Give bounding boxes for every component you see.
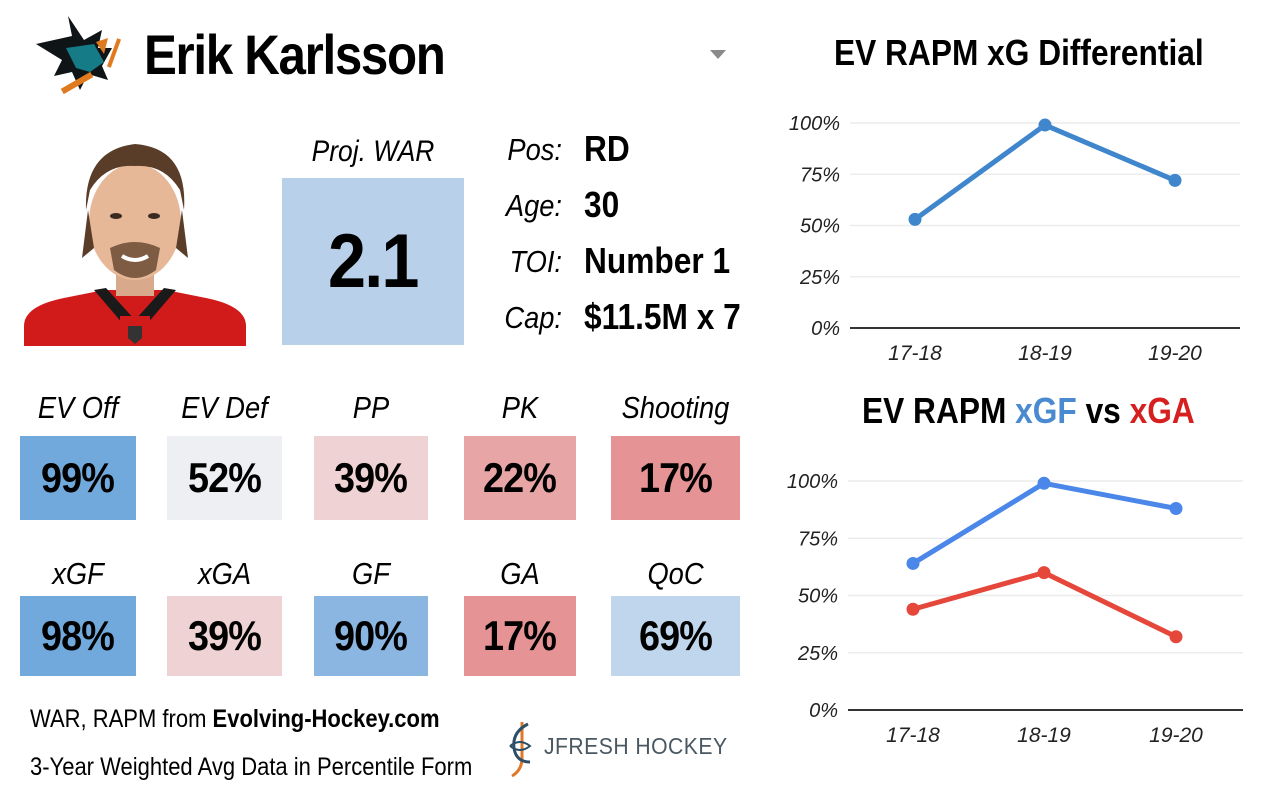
stat-value: 39% [188,612,262,659]
stat-label: EV Def [181,390,268,425]
stat-tile: 17% [611,436,740,520]
stat-label: xGA [197,556,252,591]
proj-war-label: Proj. WAR [311,135,435,168]
chart-2-title-mid: vs [1076,390,1130,431]
y-tick-label: 75% [798,528,838,550]
proj-war-value: 2.1 [328,219,419,304]
stat-tile: 99% [20,436,136,520]
source-site-link[interactable]: Evolving-Hockey.com [212,705,440,733]
stat-label: PP [352,390,390,425]
chart-2-title: EV RAPM xGF vs xGA [862,390,1195,432]
player-name: Erik Karlsson [144,23,446,86]
player-photo [24,130,246,346]
stat-value: 90% [334,612,409,659]
sharks-logo-icon [36,16,122,95]
proj-war-box: 2.1 [282,178,464,345]
chart-1-xg-differential: 0% 25% 50% 75% 100% 17-18 18-19 19-20 [789,113,1240,365]
stat-label: xGF [52,556,104,591]
x-tick-label: 17-18 [888,342,942,365]
stat-label: QoC [647,556,704,591]
data-point [906,556,920,570]
brand-name: JFRESH HOCKEY [544,733,728,759]
chart-2-xgf-vs-xga: 0% 25% 50% 75% 100% 17-18 18-19 19-20 [787,471,1243,747]
stat-label: Shooting [621,390,730,425]
chart-1-title: EV RAPM xG Differential [834,32,1204,73]
info-value: $11.5M x 7 [584,296,741,337]
stat-label: EV Off [37,390,119,425]
stat-value: 22% [483,454,558,501]
stat-value: 17% [483,612,558,659]
stat-tile: 90% [314,596,428,676]
y-tick-label: 0% [809,700,838,722]
chart-2-title-prefix: EV RAPM [862,390,1016,431]
series-line-xgf [911,480,1177,566]
y-tick-label: 50% [800,216,840,238]
source-credit: WAR, RAPM from Evolving-Hockey.com [30,705,440,734]
x-tick-label: 18-19 [1018,342,1072,365]
stat-tile: 52% [167,436,282,520]
info-key: Age: [505,188,562,223]
stat-tile: 39% [314,436,428,520]
series-line-xga [912,570,1178,639]
y-tick-label: 50% [798,586,838,608]
data-point [906,602,920,616]
y-tick-label: 25% [799,267,840,289]
chart-2-title-xga: xGA [1129,390,1195,431]
stat-tile: 17% [464,596,576,676]
stat-value: 69% [639,612,713,659]
stat-value: 39% [334,454,409,501]
data-point [1169,630,1183,644]
jfresh-hockey-logo-icon [509,722,532,778]
info-value: 30 [584,184,620,225]
data-point [1037,566,1051,580]
data-note: 3-Year Weighted Avg Data in Percentile F… [30,753,473,781]
stat-value: 52% [188,454,262,501]
caret-down-icon[interactable] [710,50,726,59]
series-line-xg-differential [913,122,1176,222]
stat-label: GF [352,556,390,591]
y-tick-label: 25% [797,643,838,665]
stat-label: PK [501,390,539,425]
data-point [1037,476,1051,490]
x-tick-label: 17-18 [886,724,940,747]
x-tick-label: 19-20 [1148,342,1202,365]
data-point [1038,118,1052,132]
x-tick-label: 19-20 [1149,724,1203,747]
stat-label: GA [500,556,540,591]
chart-2-title-xgf: xGF [1015,390,1077,431]
data-point [1168,173,1182,187]
y-tick-label: 75% [800,164,840,186]
data-point [1169,501,1183,515]
stat-tile: 39% [167,596,282,676]
stat-value: 17% [639,454,713,501]
stat-value: 98% [41,612,116,659]
data-point [908,212,922,226]
stat-tile: 98% [20,596,136,676]
y-tick-label: 100% [787,471,838,493]
y-tick-label: 100% [789,113,840,135]
x-tick-label: 18-19 [1017,724,1071,747]
info-key: TOI: [509,244,562,279]
y-tick-label: 0% [811,318,840,340]
stat-value: 99% [41,454,116,501]
info-key: Pos: [507,132,562,167]
stat-tile: 69% [611,596,740,676]
info-key: Cap: [504,300,562,335]
info-value: RD [584,128,630,169]
stat-tile: 22% [464,436,576,520]
info-value: Number 1 [584,240,731,281]
source-prefix: WAR, RAPM from [30,705,213,733]
